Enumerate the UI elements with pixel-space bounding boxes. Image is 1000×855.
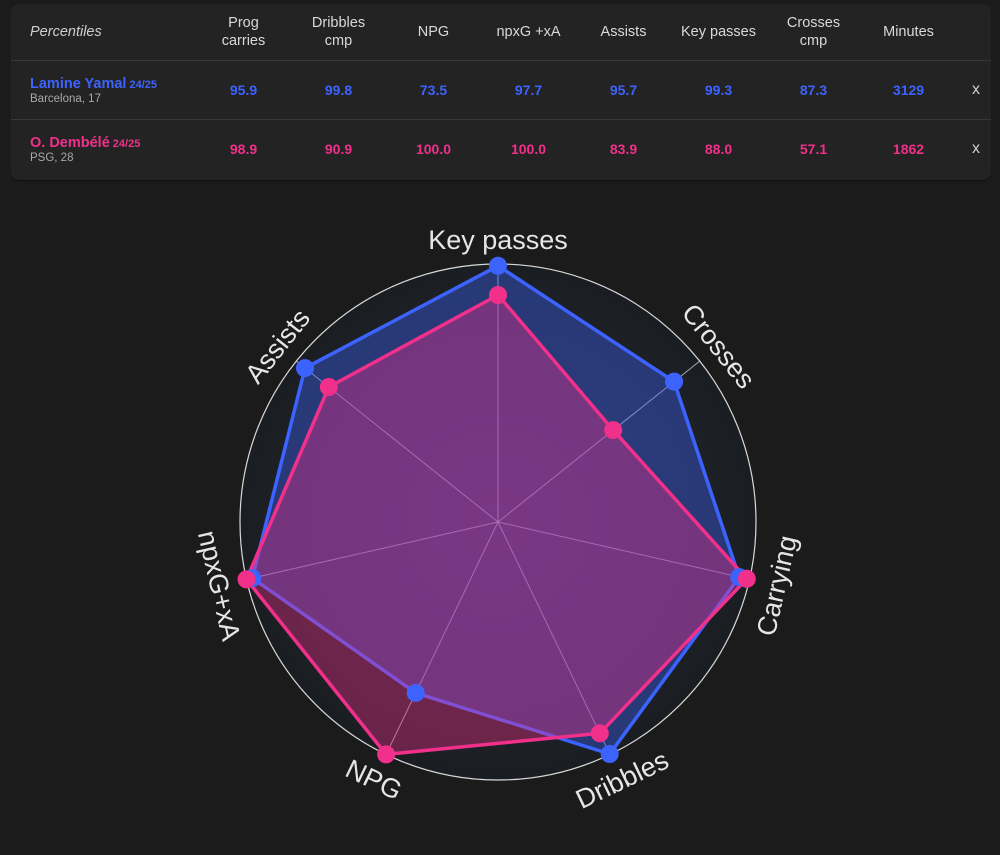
value-key-passes: 88.0 [704,140,733,157]
player-name[interactable]: O. Dembélé [30,134,110,151]
remove-player-cell: x [956,60,991,119]
spoke-npxg-xa [246,521,499,580]
value-minutes: 1862 [892,140,925,157]
remove-player-button[interactable]: x [972,139,980,157]
value-assists: 83.9 [609,140,638,157]
point-o-demb-l-crosses[interactable] [604,421,623,440]
radar-chart: Key passesCrossesCarryingDribblesNPGnpxG… [192,225,803,815]
percentiles-label: Percentiles [30,23,102,40]
col-header-prog-carries[interactable]: Prog carries [221,14,266,49]
value-prog-carries: 98.9 [229,140,258,157]
player-name[interactable]: Lamine Yamal [30,75,127,92]
col-header-minutes[interactable]: Minutes [883,23,934,40]
col-header-assists[interactable]: Assists [600,23,647,40]
col-header-npg[interactable]: NPG [417,23,450,40]
value-prog-carries: 95.9 [229,81,258,98]
point-lamine-yamal-assists[interactable] [296,359,314,378]
spoke-crosses [497,360,701,523]
value-npg: 73.5 [419,81,448,98]
radar-points [237,256,756,764]
point-lamine-yamal-crosses[interactable] [665,372,684,391]
player-club-age: Barcelona, 17 [30,92,101,105]
point-o-demb-l-npg[interactable] [377,745,396,764]
axis-label-key-passes: Key passes [428,225,568,255]
player-cell: Lamine Yamal 24/25 Barcelona, 17 [11,60,196,119]
spoke-npg [385,521,499,755]
point-o-demb-l-dribbles[interactable] [590,724,609,743]
percentiles-table-card: Percentiles Prog carries Dribbles cmp NPG … [11,4,991,180]
table-row: O. Dembélé 24/25 PSG, 28 98.9 90.9 100.0 … [11,119,991,178]
player-season: 24/25 [129,78,157,91]
point-o-demb-l-npxg-xa[interactable] [237,570,256,589]
table-row: Lamine Yamal 24/25 Barcelona, 17 95.9 99.… [11,60,991,119]
point-o-demb-l-key-passes[interactable] [489,286,507,304]
value-crosses: 87.3 [799,81,828,98]
col-header-npxg-xa[interactable]: npxG +xA [496,23,561,40]
col-header-crosses[interactable]: Crosses cmp [786,14,841,49]
value-npg: 100.0 [415,140,452,157]
player-club-age: PSG, 28 [30,151,74,164]
radar-series [244,264,749,757]
point-lamine-yamal-dribbles[interactable] [600,745,619,763]
point-lamine-yamal-npg[interactable] [406,683,425,702]
spoke-carrying [497,521,750,580]
axis-label-npxg-xa: npxG+xA [192,528,246,644]
remove-player-button[interactable]: x [972,80,980,98]
point-o-demb-l-carrying[interactable] [737,569,756,588]
player-cell: O. Dembélé 24/25 PSG, 28 [11,119,196,178]
percentiles-table: Percentiles Prog carries Dribbles cmp NPG … [11,4,991,178]
axis-label-npg: NPG [341,754,407,806]
value-dribbles: 99.8 [324,81,353,98]
value-dribbles: 90.9 [324,140,353,157]
series-lamine-yamal-area [250,264,741,756]
value-minutes: 3129 [892,81,925,98]
value-assists: 95.7 [609,81,638,98]
table-header-row: Percentiles Prog carries Dribbles cmp NPG … [11,4,991,60]
value-npxg-xa: 100.0 [510,140,547,157]
value-key-passes: 99.3 [704,81,733,98]
point-o-demb-l-assists[interactable] [319,378,338,396]
value-crosses: 57.1 [799,140,828,157]
spoke-dribbles [497,521,611,755]
col-header-dribbles[interactable]: Dribbles cmp [311,14,366,49]
col-header-key-passes[interactable]: Key passes [681,23,756,40]
axis-label-carrying: Carrying [751,533,803,639]
remove-player-cell: x [956,119,991,178]
player-season: 24/25 [112,137,141,150]
value-npxg-xa: 97.7 [514,81,543,98]
series-o-demb-l-area [244,293,749,757]
col-header-remove [956,4,991,60]
point-lamine-yamal-key-passes[interactable] [489,256,507,275]
